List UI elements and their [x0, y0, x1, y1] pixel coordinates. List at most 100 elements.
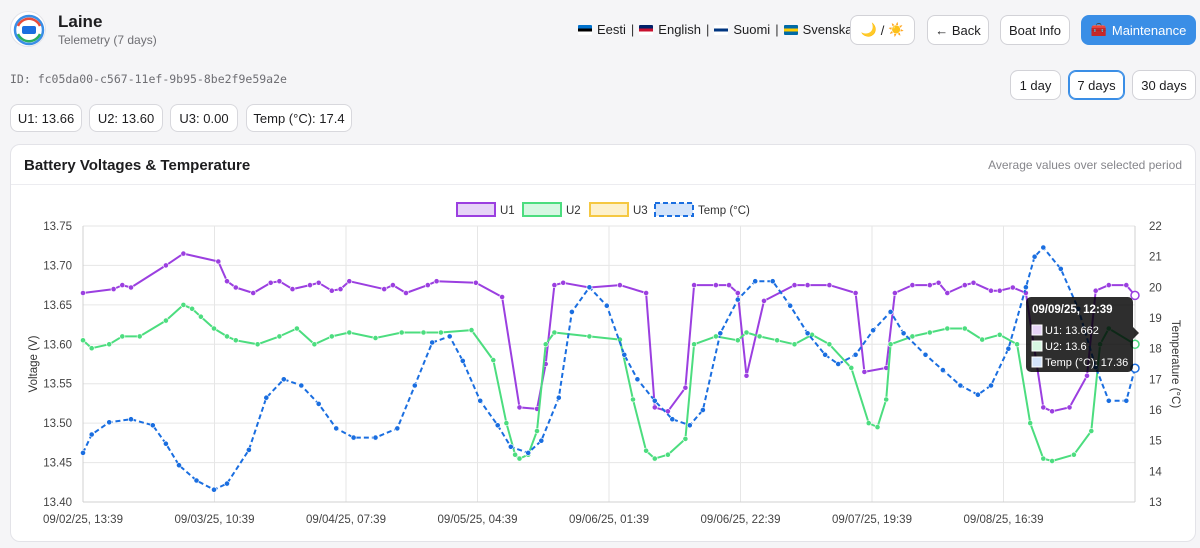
- y2-tick-label: 13: [1149, 497, 1162, 509]
- data-point: [280, 376, 287, 383]
- data-point: [224, 278, 230, 285]
- data-point: [861, 368, 868, 375]
- data-point: [1066, 404, 1073, 411]
- x-tick-label: 09/07/25, 19:39: [832, 514, 912, 526]
- series-line: [82, 246, 1136, 491]
- page-subtitle: Telemetry (7 days): [58, 33, 157, 47]
- voltage-temperature-chart[interactable]: U1 U2 U3 Temp (°C) 13.40 13.45 13.50 13.55 13.6…: [0, 190, 1200, 540]
- chart-axes: 13.40 13.45 13.50 13.55 13.60 13.65 13.70 13.75…: [28, 221, 1181, 526]
- data-point: [682, 384, 689, 391]
- data-point: [350, 434, 357, 441]
- data-point: [293, 325, 300, 332]
- tooltip-line: Temp (°C): 17.36: [1045, 357, 1128, 369]
- lang-eesti[interactable]: Eesti: [578, 22, 626, 37]
- data-point: [988, 287, 994, 294]
- data-point: [909, 282, 916, 288]
- data-point: [979, 336, 986, 343]
- data-point: [1014, 341, 1020, 348]
- data-point: [403, 290, 409, 296]
- data-point: [926, 329, 933, 336]
- data-point: [424, 282, 431, 288]
- data-point: [538, 437, 545, 444]
- theme-toggle-button[interactable]: 🌙 / ☀️: [850, 15, 915, 45]
- data-point: [769, 278, 776, 285]
- data-point: [665, 408, 671, 415]
- x-tick-label: 09/06/25, 01:39: [569, 514, 649, 526]
- x-tick-label: 09/05/25, 04:39: [438, 514, 518, 526]
- data-point: [276, 278, 283, 285]
- data-point: [1027, 420, 1034, 426]
- y-tick-label: 13.75: [43, 221, 72, 233]
- data-point: [433, 278, 440, 285]
- data-point: [1088, 428, 1095, 434]
- data-point: [848, 364, 855, 371]
- data-point: [372, 335, 379, 341]
- boat-info-button[interactable]: Boat Info: [1000, 15, 1070, 45]
- y2-tick-label: 21: [1149, 252, 1162, 264]
- data-point: [669, 416, 676, 423]
- tooltip-swatch: [1031, 356, 1043, 368]
- y-tick-label: 13.50: [43, 418, 72, 430]
- data-point: [682, 435, 689, 442]
- tooltip-caret: [1133, 327, 1139, 339]
- lang-suomi[interactable]: Suomi: [714, 22, 770, 37]
- data-point: [752, 278, 759, 285]
- data-point: [494, 422, 501, 429]
- data-point: [197, 313, 204, 320]
- data-point: [215, 258, 222, 265]
- y-tick-label: 13.55: [43, 379, 72, 391]
- maintenance-label: Maintenance: [1111, 22, 1187, 38]
- finland-flag-icon: [714, 24, 729, 35]
- data-point: [852, 351, 859, 358]
- range-30-days-button[interactable]: 30 days: [1132, 70, 1196, 100]
- data-point: [804, 282, 811, 288]
- lang-svenska[interactable]: Svenska: [783, 22, 852, 37]
- x-tick-label: 09/02/25, 13:39: [43, 514, 123, 526]
- x-tick-label: 09/06/25, 22:39: [701, 514, 781, 526]
- data-point: [791, 341, 798, 348]
- data-point: [499, 294, 505, 300]
- data-point: [337, 286, 344, 292]
- app-header: Laine Telemetry (7 days) Eesti | English…: [0, 0, 1200, 60]
- data-point: [621, 351, 628, 358]
- data-point: [80, 449, 86, 456]
- data-point: [346, 278, 353, 285]
- y2-tick-label: 19: [1149, 313, 1162, 325]
- data-point: [774, 337, 780, 344]
- maintenance-button[interactable]: 🧰 Maintenance: [1081, 15, 1196, 45]
- x-tick-label: 09/08/25, 16:39: [964, 514, 1044, 526]
- data-point: [232, 284, 239, 291]
- data-point: [700, 407, 706, 413]
- data-point: [1084, 372, 1090, 379]
- lang-english[interactable]: English: [639, 22, 701, 37]
- chart-card-note: Average values over selected period: [988, 158, 1182, 172]
- legend-swatch: [522, 202, 562, 217]
- data-point: [569, 308, 575, 315]
- range-7-days-button[interactable]: 7 days: [1068, 70, 1125, 100]
- data-point: [822, 351, 828, 358]
- legend-swatch: [456, 202, 496, 217]
- data-point: [643, 447, 649, 454]
- data-point: [372, 434, 379, 441]
- toolbox-icon: 🧰: [1090, 22, 1107, 37]
- data-point: [149, 422, 156, 429]
- legend-item: U3: [589, 202, 648, 217]
- data-point: [1049, 408, 1055, 415]
- data-point: [180, 301, 187, 308]
- data-point: [804, 330, 811, 337]
- boat-name: Laine: [58, 12, 103, 31]
- data-point: [534, 428, 540, 434]
- legend-item: Temp (°C): [654, 202, 750, 217]
- back-button[interactable]: ← Back: [927, 15, 989, 45]
- data-point: [162, 440, 169, 447]
- uk-flag-icon: [639, 24, 654, 35]
- range-1-day-button[interactable]: 1 day: [1010, 70, 1061, 100]
- data-point: [560, 279, 567, 286]
- data-point: [80, 290, 86, 296]
- data-point: [909, 333, 916, 340]
- estonia-flag-icon: [578, 24, 592, 35]
- data-point: [634, 376, 641, 383]
- legend-item: U1: [456, 202, 515, 217]
- data-point: [1040, 404, 1047, 411]
- data-point: [551, 282, 558, 288]
